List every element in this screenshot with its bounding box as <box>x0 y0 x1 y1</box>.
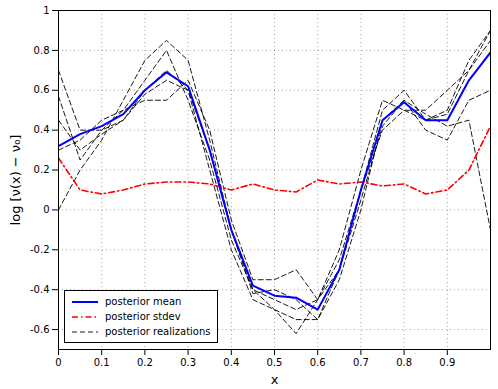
svg-text:0.8: 0.8 <box>34 45 50 56</box>
svg-text:0: 0 <box>55 357 61 368</box>
svg-text:0.1: 0.1 <box>94 357 110 368</box>
svg-text:0.4: 0.4 <box>34 124 50 135</box>
svg-text:0.6: 0.6 <box>34 84 50 95</box>
svg-text:-0.4: -0.4 <box>30 284 50 295</box>
svg-text:0.6: 0.6 <box>310 357 326 368</box>
svg-text:0.3: 0.3 <box>180 357 196 368</box>
svg-text:1: 1 <box>43 5 49 16</box>
svg-text:0.2: 0.2 <box>137 357 153 368</box>
svg-text:x: x <box>271 372 279 387</box>
html-text:posterior mean: posterior mean <box>105 296 182 307</box>
svg-text:0.9: 0.9 <box>439 357 455 368</box>
svg-text:log [ν(x) − ν₀]: log [ν(x) − ν₀] <box>8 135 23 226</box>
svg-text:0.5: 0.5 <box>267 357 283 368</box>
svg-text:0.2: 0.2 <box>34 164 50 175</box>
html-text:posterior realizations: posterior realizations <box>105 326 211 337</box>
svg-text:-0.2: -0.2 <box>30 244 50 255</box>
svg-text:0: 0 <box>43 204 49 215</box>
svg-text:-0.6: -0.6 <box>30 324 50 335</box>
svg-text:0.4: 0.4 <box>223 357 239 368</box>
html-text:posterior stdev: posterior stdev <box>105 311 181 322</box>
svg-text:0.8: 0.8 <box>396 357 412 368</box>
svg-text:0.7: 0.7 <box>353 357 369 368</box>
